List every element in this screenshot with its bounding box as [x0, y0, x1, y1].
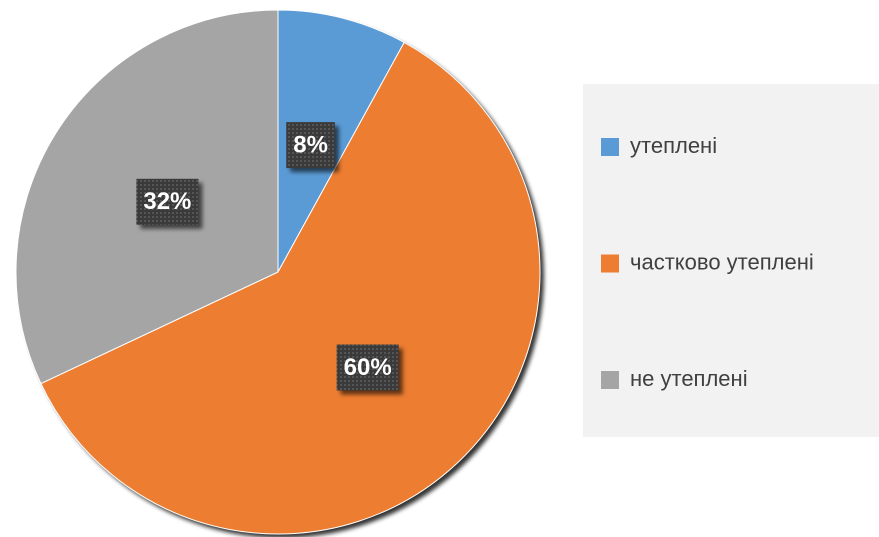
data-label: 60%: [336, 344, 403, 395]
legend-swatch: [601, 138, 619, 156]
label-box: [336, 344, 399, 391]
label-box: [136, 178, 199, 225]
legend-box: [583, 84, 879, 437]
label-text: 32%: [143, 188, 191, 215]
legend-swatch: [601, 371, 619, 389]
label-box: [286, 122, 335, 169]
pie-slice: [277, 9, 405, 273]
legend-label: утеплені: [630, 133, 717, 158]
data-label: 8%: [286, 122, 339, 173]
legend-swatch: [601, 254, 619, 273]
label-text: 8%: [293, 131, 328, 158]
legend-label: не утеплені: [630, 366, 748, 391]
label-text: 60%: [344, 354, 392, 381]
legend-label: частково утеплені: [630, 249, 814, 274]
data-label: 32%: [136, 178, 203, 229]
pie-slice: [40, 41, 541, 535]
